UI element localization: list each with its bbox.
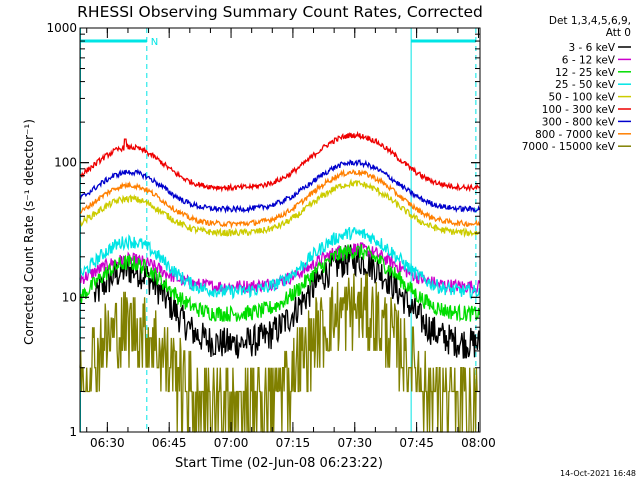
- series-line-100-300keV: [79, 130, 480, 193]
- series-line-7000-15000keV: [79, 273, 480, 433]
- series-line-3-6keV: [93, 244, 481, 359]
- footer-timestamp: 14-Oct-2021 16:48: [560, 469, 636, 478]
- axes: 1 10 100 1000 06:30 06:45 07:00 07:15 07:30 07:45…: [46, 21, 495, 450]
- legend-header: Det 1,3,4,5,6,9,: [549, 15, 631, 27]
- legend-header: Att 0: [606, 27, 631, 39]
- chart-title: RHESSI Observing Summary Count Rates, Co…: [77, 3, 483, 21]
- y-axis-label: Corrected Count Rate (s⁻¹ detector⁻¹): [22, 119, 36, 345]
- legend-label: 3 - 6 keV: [568, 42, 615, 54]
- x-tick-label: 08:00: [461, 436, 496, 450]
- x-axis-label: Start Time (02-Jun-08 06:23:22): [175, 456, 383, 471]
- legend-label: 7000 - 15000 keV: [522, 141, 616, 153]
- y-tick-label: 100: [54, 156, 77, 170]
- plot-frame: [79, 27, 481, 433]
- legend-label: 25 - 50 keV: [555, 79, 616, 91]
- series-line-300-800keV: [79, 158, 480, 214]
- legend-label: 300 - 800 keV: [542, 116, 616, 128]
- legend-label: 6 - 12 keV: [562, 54, 616, 66]
- series-line-25-50keV: [79, 226, 480, 300]
- legend-label: 50 - 100 keV: [548, 92, 615, 104]
- legend-label: 800 - 7000 keV: [535, 129, 616, 141]
- series-line-800-7000keV: [80, 168, 480, 230]
- x-tick-label: 07:30: [337, 436, 372, 450]
- series-line-50-100keV: [79, 178, 480, 238]
- x-tick-label: 07:00: [214, 436, 249, 450]
- y-tick-label: 1000: [46, 21, 77, 35]
- x-tick-label: 07:45: [399, 436, 434, 450]
- legend-label: 12 - 25 keV: [555, 67, 616, 79]
- y-tick-label: 1: [69, 425, 77, 439]
- x-tick-label: 06:45: [152, 436, 187, 450]
- x-tick-label: 07:15: [276, 436, 311, 450]
- legend-label: 100 - 300 keV: [542, 104, 616, 116]
- series-layer: [79, 130, 481, 433]
- series-line-12-25keV: [79, 244, 480, 323]
- saa-marker-label: N: [151, 37, 158, 48]
- y-tick-label: 10: [62, 290, 77, 304]
- x-tick-label: 06:30: [90, 436, 125, 450]
